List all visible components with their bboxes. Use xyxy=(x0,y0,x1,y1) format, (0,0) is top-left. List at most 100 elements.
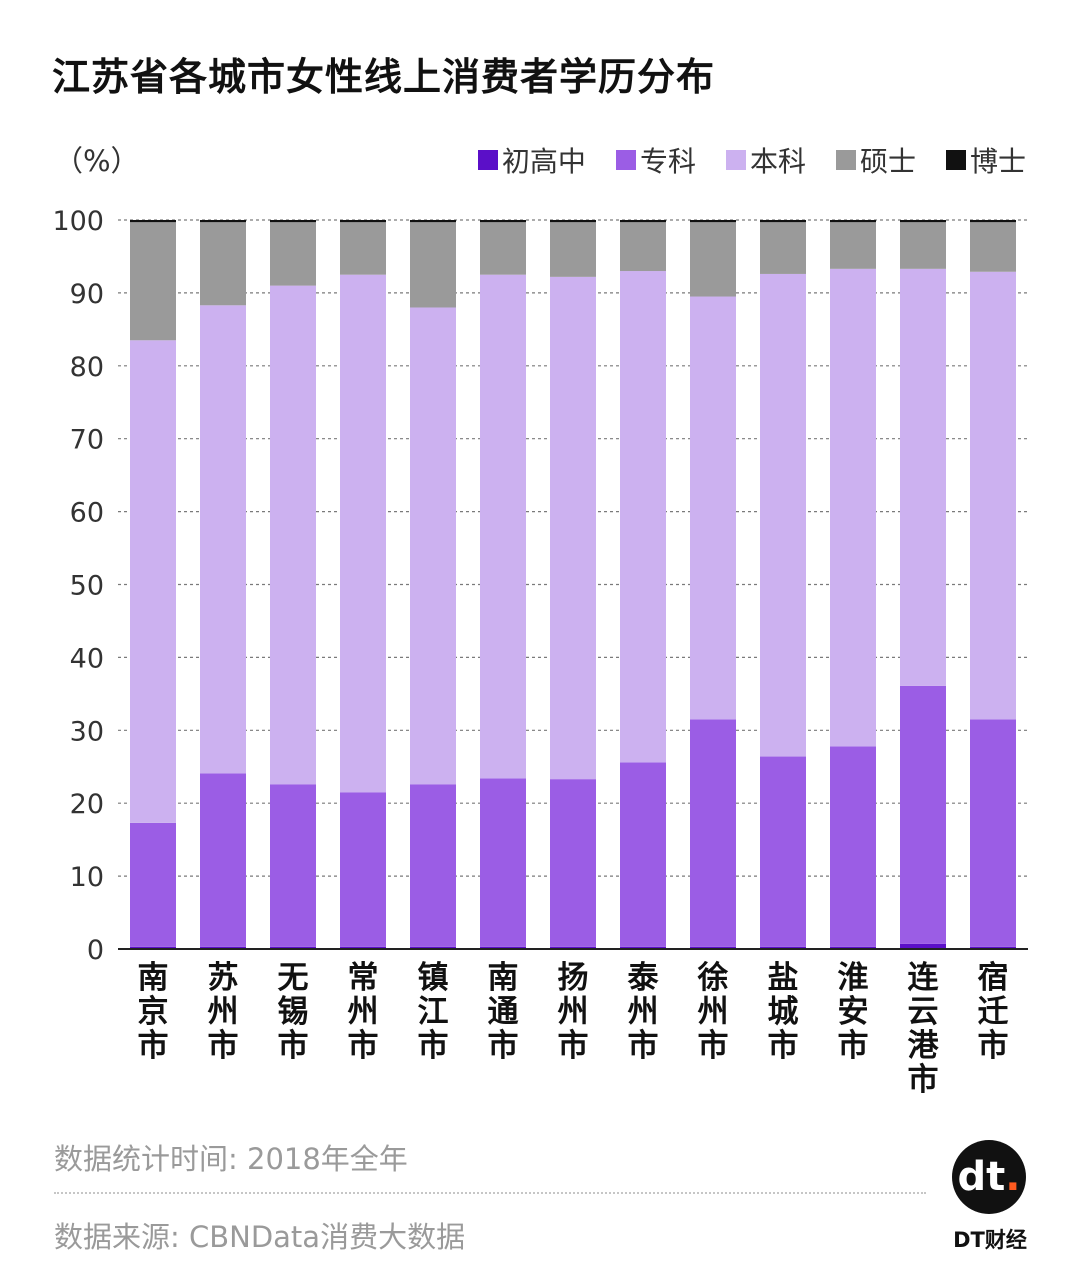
legend-item-master: 硕士 xyxy=(835,140,916,180)
bar-segment xyxy=(760,220,806,223)
bar-segment xyxy=(970,220,1016,223)
category-label-char: 连 xyxy=(908,960,940,996)
bar-segment xyxy=(830,220,876,223)
data-source-note: 数据来源: CBNData消费大数据 xyxy=(54,1220,466,1254)
legend-label: 初高中 xyxy=(501,145,586,178)
bar-segment xyxy=(270,220,316,223)
bar-segment xyxy=(620,946,666,949)
category-label-char: 盐 xyxy=(768,960,799,996)
category-label-char: 云 xyxy=(908,994,939,1030)
y-tick-label: 100 xyxy=(52,206,104,237)
bar-segment xyxy=(410,220,456,223)
category-label-char: 苏 xyxy=(208,960,239,996)
category-label-char: 锡 xyxy=(278,994,309,1030)
bar-segment xyxy=(760,222,806,274)
category-label-char: 城 xyxy=(768,994,799,1030)
bar-segment xyxy=(690,719,736,947)
y-tick-label: 20 xyxy=(70,789,104,820)
brand-name: DT财经 xyxy=(953,1228,1027,1252)
bar-segment xyxy=(340,274,386,793)
category-label-char: 南 xyxy=(138,960,169,996)
bar-segment xyxy=(830,946,876,949)
bar-segment xyxy=(900,943,946,949)
category-label-char: 市 xyxy=(628,1028,659,1064)
category-label-char: 宿 xyxy=(978,960,1009,996)
bar-segment xyxy=(690,220,736,223)
category-label-char: 州 xyxy=(558,994,589,1030)
category-label-char: 无 xyxy=(278,960,309,996)
legend-swatch xyxy=(615,150,636,170)
chart-legend: 初高中 专科 本科 硕士 博士 xyxy=(477,140,1026,180)
bar-segment xyxy=(550,946,596,949)
category-label-char: 市 xyxy=(908,1062,939,1098)
category-label-char: 州 xyxy=(348,994,379,1030)
bar-segment xyxy=(480,778,526,947)
y-tick-label: 10 xyxy=(70,862,104,893)
bar-segment xyxy=(200,305,246,774)
category-label-char: 京 xyxy=(138,994,169,1030)
category-label-char: 徐 xyxy=(697,960,729,996)
bar-segment xyxy=(130,822,176,947)
bar-segment xyxy=(340,792,386,947)
category-label-char: 南 xyxy=(488,960,519,996)
bar-segment xyxy=(900,220,946,223)
legend-swatch xyxy=(945,150,966,170)
bar-segment xyxy=(340,946,386,949)
legend-label: 专科 xyxy=(639,145,696,178)
y-tick-label: 0 xyxy=(87,935,104,966)
category-label-char: 市 xyxy=(978,1028,1009,1064)
bar-segment xyxy=(760,756,806,947)
bar-segment xyxy=(340,222,386,275)
category-label-char: 镇 xyxy=(418,960,449,996)
bar-segment xyxy=(270,285,316,785)
y-tick-label: 30 xyxy=(70,716,104,747)
bar-segment xyxy=(900,222,946,269)
legend-item-bachelor: 本科 xyxy=(725,140,806,180)
bar-segment xyxy=(760,946,806,949)
category-label-char: 江 xyxy=(418,994,449,1030)
bar-segment xyxy=(480,274,526,779)
y-tick-label: 40 xyxy=(70,643,104,674)
legend-item-junior-senior-high: 初高中 xyxy=(477,140,586,180)
category-label-char: 通 xyxy=(488,994,519,1030)
bar-segment xyxy=(970,719,1016,947)
bar-segment xyxy=(620,271,666,763)
bar-segment xyxy=(550,220,596,223)
data-period-note: 数据统计时间: 2018年全年 xyxy=(54,1142,408,1176)
category-label-char: 常 xyxy=(348,960,379,996)
bar-segment xyxy=(270,946,316,949)
category-label-char: 扬 xyxy=(558,960,589,996)
category-label-char: 州 xyxy=(628,994,659,1030)
bar-segment xyxy=(690,222,736,297)
category-label-char: 市 xyxy=(838,1028,869,1064)
bar-segment xyxy=(900,268,946,686)
bar-segment xyxy=(550,276,596,780)
bar-segment xyxy=(830,222,876,269)
logo-dot: . xyxy=(1005,1154,1021,1200)
bar-segment xyxy=(480,946,526,949)
legend-label: 硕士 xyxy=(859,145,916,178)
bar-segment xyxy=(900,685,946,944)
category-label-char: 安 xyxy=(838,994,869,1030)
bar-segment xyxy=(200,773,246,947)
bar-segment xyxy=(830,746,876,947)
bar-segment xyxy=(550,779,596,947)
bar-segment xyxy=(410,784,456,947)
legend-swatch xyxy=(835,150,856,170)
bar-segment xyxy=(690,296,736,720)
legend-swatch xyxy=(725,150,746,170)
footer-divider xyxy=(54,1192,926,1194)
y-axis-unit-label: （%） xyxy=(54,144,140,178)
bar-segment xyxy=(130,946,176,949)
bar-segment xyxy=(340,220,386,223)
bar-segment xyxy=(690,946,736,949)
legend-swatch xyxy=(477,150,498,170)
bar-segment xyxy=(620,222,666,272)
category-label-char: 市 xyxy=(488,1028,519,1064)
category-label-char: 州 xyxy=(698,994,729,1030)
bar-segment xyxy=(270,222,316,286)
category-label-char: 市 xyxy=(768,1028,799,1064)
bar-segment xyxy=(200,222,246,306)
bar-segment xyxy=(830,268,876,747)
legend-label: 博士 xyxy=(969,145,1026,178)
